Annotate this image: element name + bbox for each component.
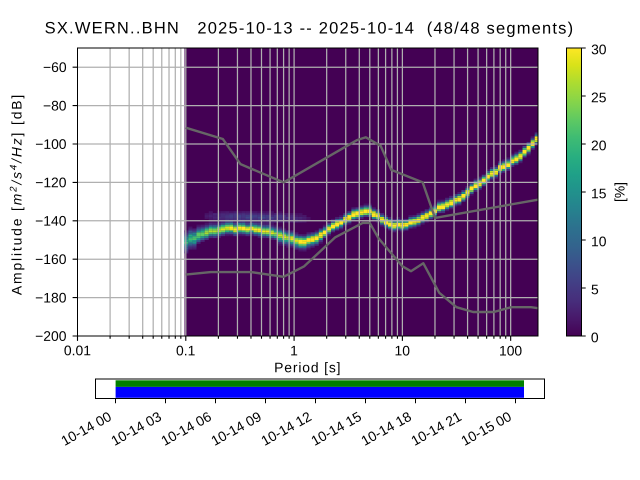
svg-text:10: 10 <box>591 233 607 249</box>
svg-text:−100: −100 <box>35 136 67 152</box>
svg-text:100: 100 <box>499 343 522 359</box>
svg-text:−140: −140 <box>35 213 67 229</box>
svg-text:−120: −120 <box>35 174 67 190</box>
svg-text:30: 30 <box>591 41 607 57</box>
svg-text:0: 0 <box>591 329 599 345</box>
svg-text:−200: −200 <box>35 328 67 344</box>
svg-text:25: 25 <box>591 89 607 105</box>
svg-text:10: 10 <box>395 342 411 358</box>
svg-text:−180: −180 <box>35 289 67 305</box>
svg-text:−60: −60 <box>43 59 67 75</box>
svg-text:20: 20 <box>591 137 607 153</box>
svg-text:0.1: 0.1 <box>176 342 196 358</box>
svg-text:5: 5 <box>591 281 599 297</box>
svg-text:[%]: [%] <box>612 182 628 202</box>
svg-text:15: 15 <box>591 185 607 201</box>
svg-text:SX.WERN..BHN 2025-10-13 -- 2: SX.WERN..BHN 2025-10-13 -- 2025-10-14 (4… <box>45 19 575 37</box>
svg-text:1: 1 <box>290 342 298 358</box>
svg-text:−160: −160 <box>35 251 67 267</box>
svg-text:−80: −80 <box>43 97 67 113</box>
svg-text:Amplitude [m2/s4/Hz] [dB]: Amplitude [m2/s4/Hz] [dB] <box>9 93 25 295</box>
svg-text:Period [s]: Period [s] <box>274 359 341 375</box>
svg-text:0.01: 0.01 <box>64 342 91 358</box>
